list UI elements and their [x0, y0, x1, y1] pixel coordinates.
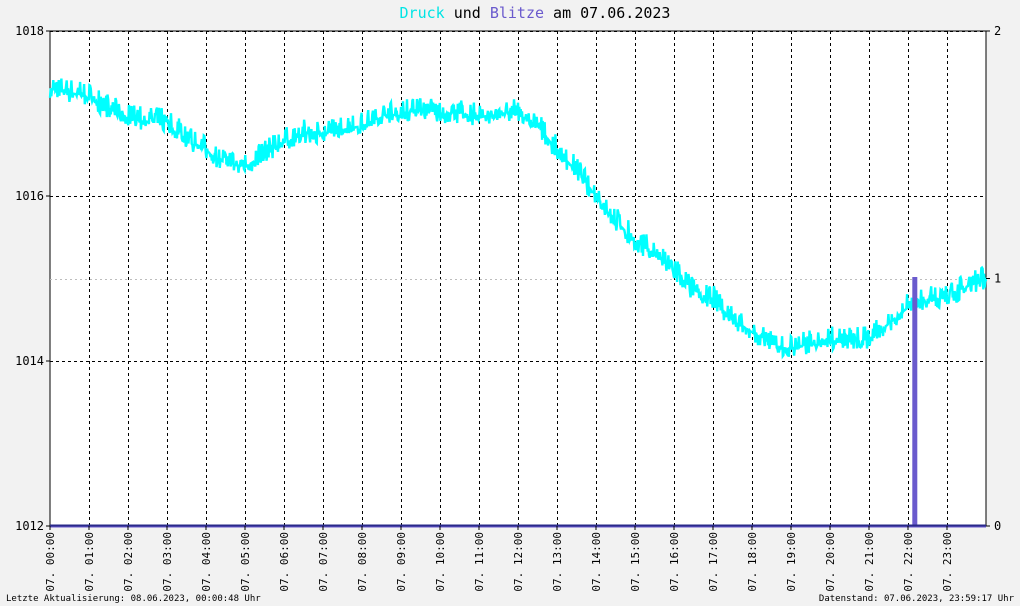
- x-tick-label: 07. 05:00: [239, 532, 252, 592]
- x-tick-label: 07. 11:00: [473, 532, 486, 592]
- y-axis-right: 0 1 2: [986, 24, 1001, 533]
- x-axis: 07. 00:00 07. 01:00 07. 02:00 07. 03:00 07. …: [44, 526, 954, 592]
- data-point-druck: [946, 298, 948, 300]
- data-point-druck: [575, 170, 578, 172]
- x-tick-label: 07. 02:00: [122, 532, 135, 592]
- data-point-druck: [88, 96, 90, 98]
- data-point-druck: [848, 339, 851, 341]
- x-tick-label: 07. 23:00: [941, 532, 954, 592]
- x-tick-label: 07. 19:00: [785, 532, 798, 592]
- data-point-druck: [634, 240, 636, 242]
- x-tick-label: 07. 01:00: [83, 532, 96, 592]
- data-point-druck: [185, 137, 188, 139]
- x-tick-label: 07. 18:00: [746, 532, 759, 592]
- x-tick-label: 07. 06:00: [278, 532, 291, 592]
- title-und: und: [445, 4, 490, 22]
- data-point-druck: [205, 150, 207, 152]
- data-point-druck: [107, 108, 110, 110]
- x-tick-label: 07. 03:00: [161, 532, 174, 592]
- x-tick-label: 07. 13:00: [551, 532, 564, 592]
- x-tick-label: 07. 12:00: [512, 532, 525, 592]
- y-left-tick-label: 1016: [15, 189, 44, 203]
- data-point-druck: [614, 220, 617, 222]
- y-axis-left: 1012 1014 1016 1018: [15, 24, 50, 533]
- y-left-tick-label: 1018: [15, 24, 44, 38]
- footer-last-update: Letzte Aktualisierung: 08.06.2023, 00:00…: [6, 594, 261, 604]
- y-right-tick-label: 1: [994, 272, 1001, 286]
- title-blitze: Blitze: [490, 4, 544, 22]
- title-date: am 07.06.2023: [544, 4, 670, 22]
- x-tick-label: 07. 08:00: [356, 532, 369, 592]
- y-left-tick-label: 1012: [15, 519, 44, 533]
- data-point-druck: [887, 323, 890, 325]
- data-point-druck: [809, 343, 812, 346]
- data-point-druck: [341, 129, 344, 131]
- x-tick-label: 07. 15:00: [629, 532, 642, 592]
- x-tick-label: 07. 16:00: [668, 532, 681, 592]
- data-point-druck: [49, 88, 51, 90]
- data-point-druck: [478, 117, 480, 119]
- data-point-druck: [751, 331, 753, 333]
- data-point-druck: [283, 141, 285, 143]
- x-tick-label: 07. 09:00: [395, 532, 408, 592]
- data-point-druck: [517, 112, 519, 115]
- title-druck: Druck: [400, 4, 445, 22]
- footer-data-status: Datenstand: 07.06.2023, 23:59:17 Uhr: [819, 594, 1015, 604]
- y-left-tick-label: 1014: [15, 354, 44, 368]
- data-point-druck: [868, 339, 870, 341]
- x-tick-label: 07. 14:00: [590, 532, 603, 592]
- data-point-druck: [790, 348, 792, 350]
- data-point-druck: [439, 112, 441, 115]
- data-point-druck: [770, 343, 773, 346]
- data-point-druck: [127, 117, 129, 119]
- x-tick-label: 07. 20:00: [824, 532, 837, 592]
- data-point-druck: [536, 125, 539, 127]
- data-point-druck: [458, 112, 461, 115]
- chart-title: Druck und Blitze am 07.06.2023: [400, 4, 671, 22]
- data-point-druck: [146, 121, 149, 123]
- data-point-druck: [673, 269, 675, 271]
- data-point-druck: [302, 133, 305, 135]
- x-tick-label: 07. 17:00: [707, 532, 720, 592]
- x-tick-label: 07. 10:00: [434, 532, 447, 592]
- data-point-druck: [263, 154, 266, 156]
- data-point-druck: [829, 339, 831, 341]
- data-point-druck: [497, 112, 500, 115]
- x-tick-label: 07. 07:00: [317, 532, 330, 592]
- data-point-druck: [380, 117, 383, 119]
- data-point-druck: [595, 195, 597, 197]
- x-tick-label: 07. 21:00: [863, 532, 876, 592]
- data-point-druck: [692, 290, 695, 292]
- data-point-druck: [926, 298, 929, 300]
- data-point-druck: [712, 298, 714, 300]
- data-point-druck: [361, 125, 363, 127]
- data-point-druck: [244, 166, 246, 168]
- x-tick-label: 07. 22:00: [902, 532, 915, 592]
- data-point-druck: [731, 319, 734, 321]
- y-right-tick-label: 0: [994, 519, 1001, 533]
- grid: [50, 31, 986, 526]
- y-right-tick-label: 2: [994, 24, 1001, 38]
- data-point-druck: [965, 286, 968, 288]
- data-point-druck: [224, 162, 227, 164]
- data-point-druck: [653, 253, 656, 255]
- data-point-druck: [68, 92, 71, 94]
- data-point-druck: [166, 121, 168, 123]
- series-line-druck: [48, 78, 988, 360]
- data-point-druck: [907, 306, 909, 308]
- x-tick-label: 07. 00:00: [44, 532, 57, 592]
- x-tick-label: 07. 04:00: [200, 532, 213, 592]
- data-point-druck: [556, 150, 558, 152]
- data-point-druck: [400, 112, 402, 115]
- data-point-druck: [322, 133, 324, 135]
- data-point-druck: [419, 108, 422, 110]
- series-layer: [48, 78, 988, 528]
